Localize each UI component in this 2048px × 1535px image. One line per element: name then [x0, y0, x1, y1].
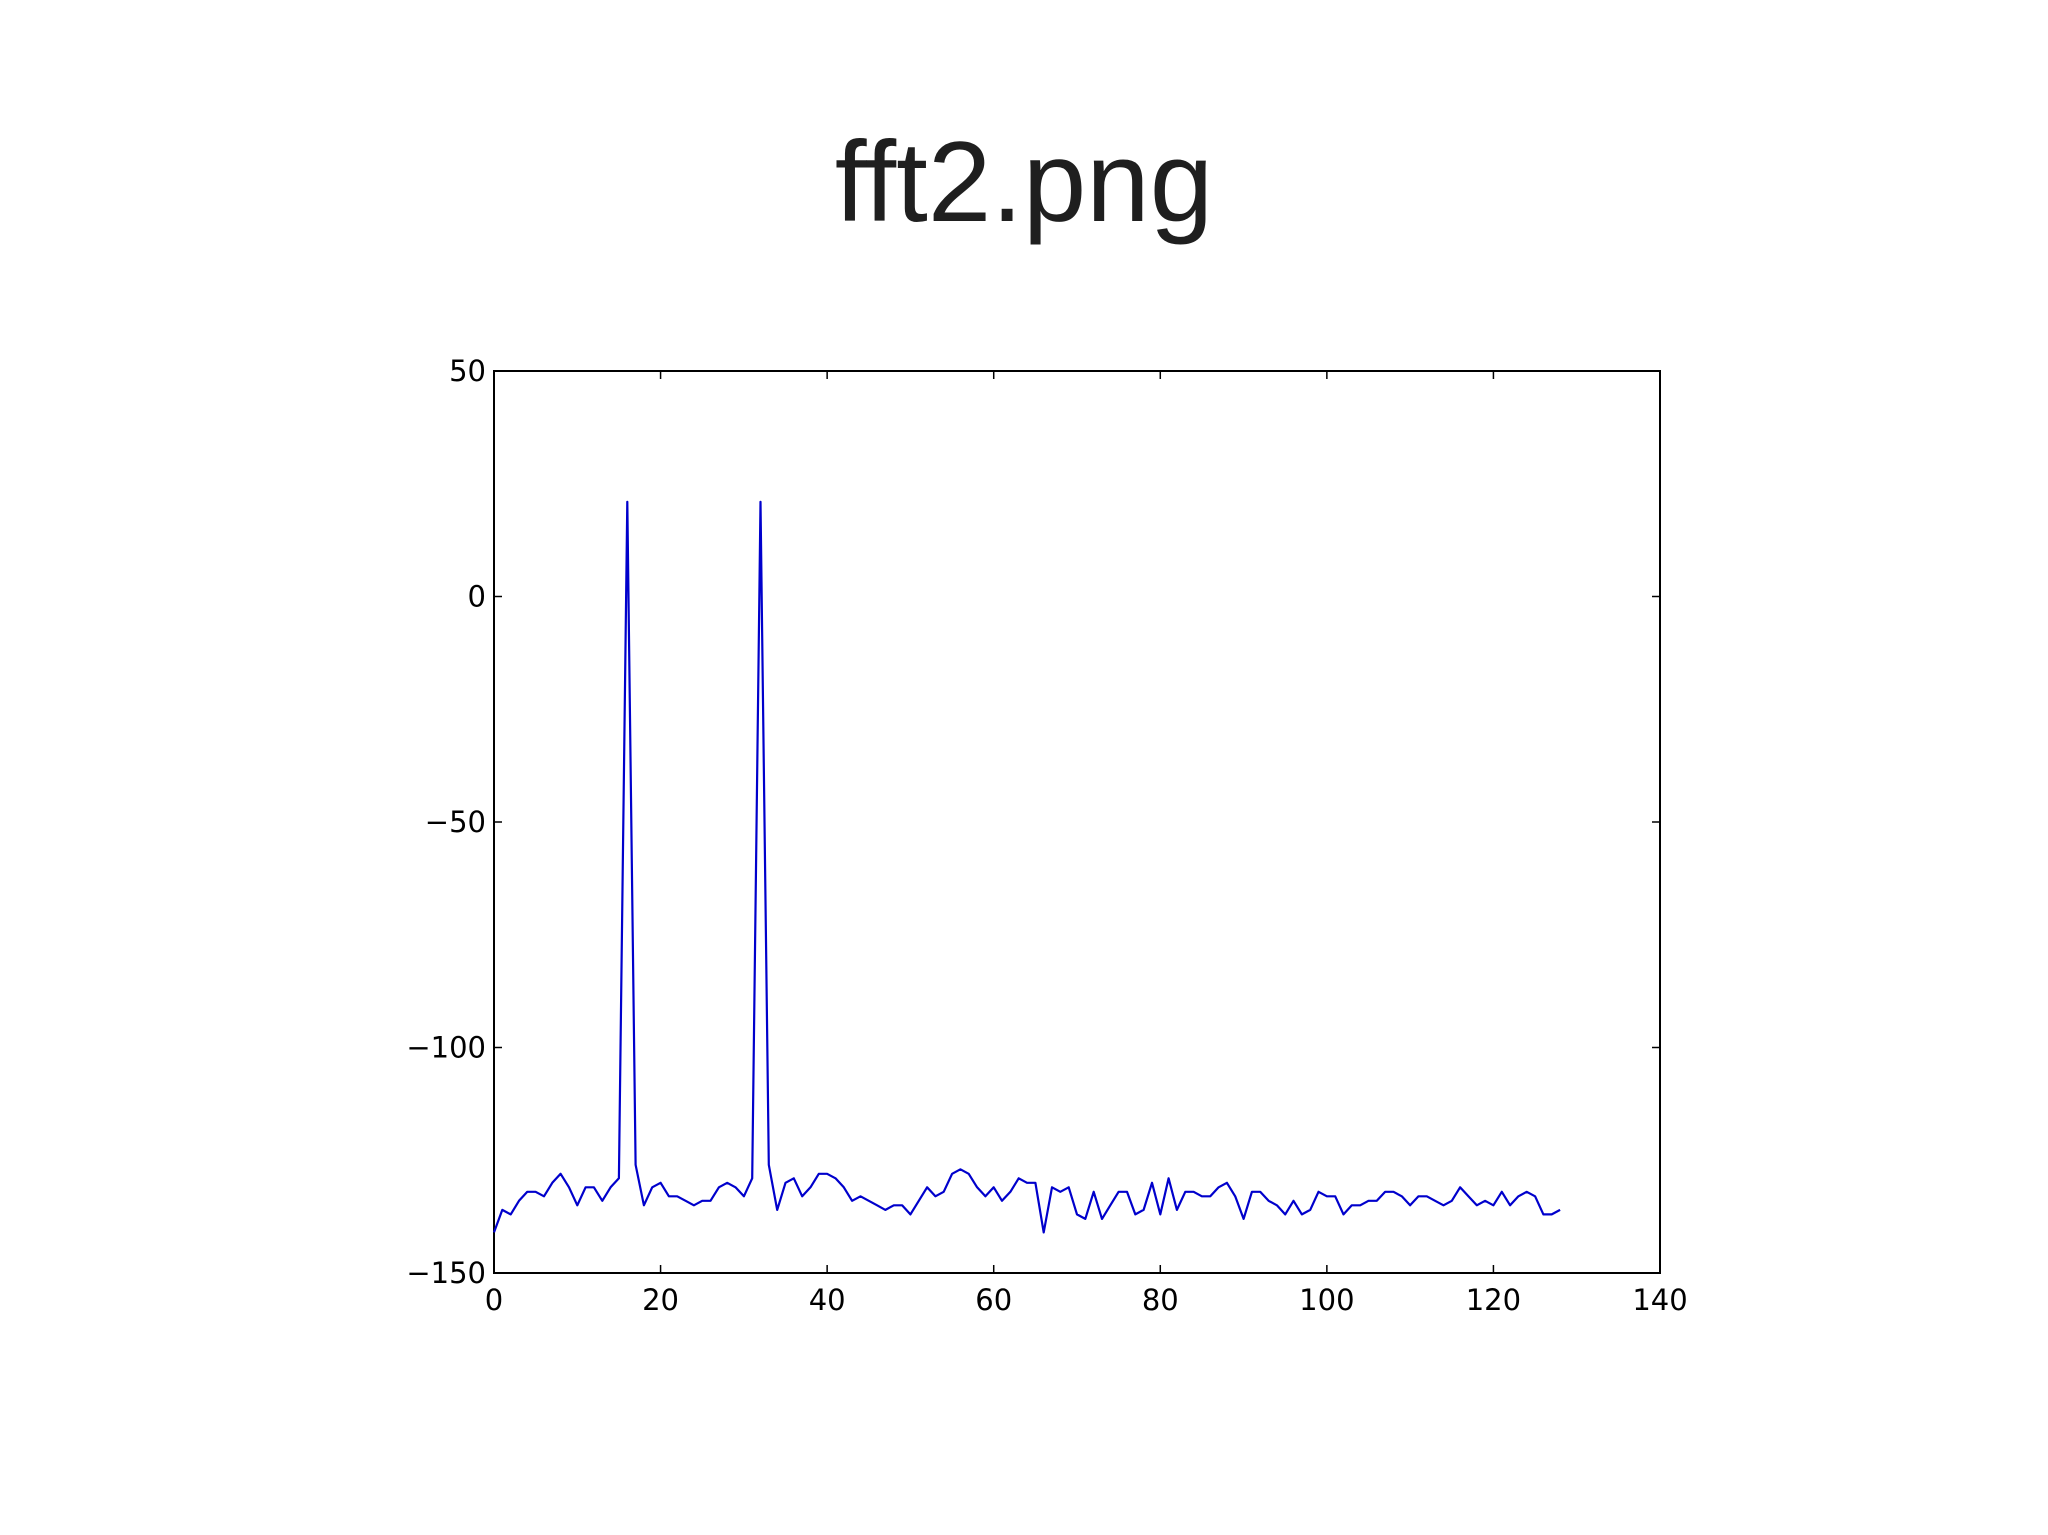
x-tick-label: 140 [1632, 1283, 1687, 1317]
x-tick-label: 0 [485, 1283, 503, 1317]
x-tick-label: 120 [1466, 1283, 1521, 1317]
slide-title: fft2.png [834, 119, 1214, 246]
x-tick-label: 40 [809, 1283, 846, 1317]
y-tick-label: −150 [406, 1256, 486, 1290]
series-line [492, 500, 1561, 1234]
plot-area: 0 20 40 60 80 100 120 140 50 0 −50 −100 −150 [406, 354, 1687, 1317]
y-tick-label: −100 [406, 1031, 486, 1065]
axes-frame [493, 370, 1661, 1274]
y-tick-label: 0 [468, 580, 486, 614]
x-tick-label: 60 [975, 1283, 1012, 1317]
x-tick-label: 100 [1299, 1283, 1354, 1317]
y-tick-label: −50 [425, 805, 486, 839]
x-tick-label: 80 [1142, 1283, 1179, 1317]
x-tick-label: 20 [642, 1283, 679, 1317]
y-tick-label: 50 [449, 354, 486, 388]
